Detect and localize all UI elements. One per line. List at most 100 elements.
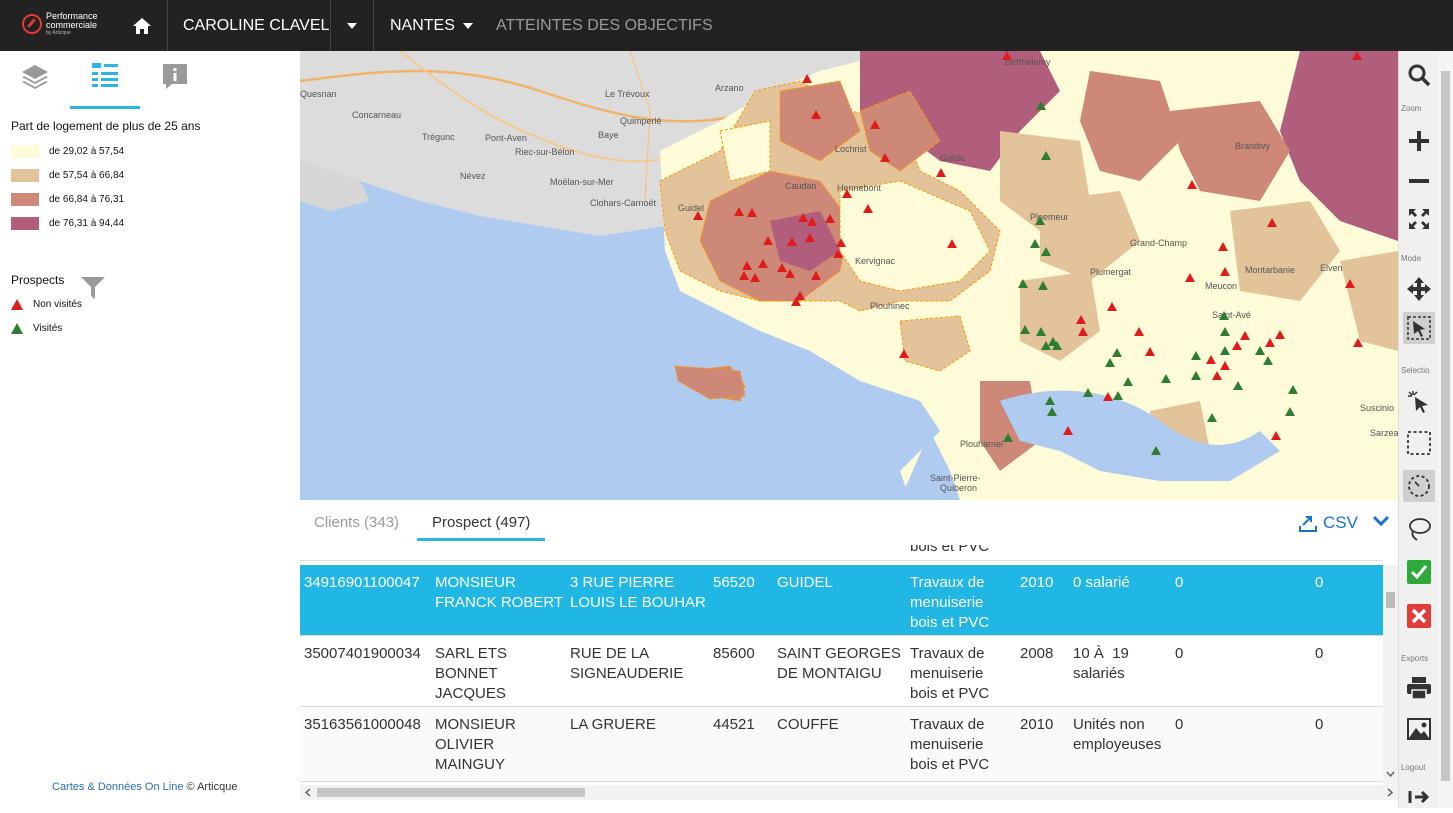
- svg-text:Quiberon: Quiberon: [940, 483, 977, 493]
- collapse-panel-button[interactable]: [1372, 514, 1390, 533]
- tab-layers[interactable]: [0, 61, 70, 109]
- table-vertical-scrollbar[interactable]: [1383, 565, 1398, 785]
- circle-select-button[interactable]: [1403, 470, 1435, 502]
- legend-list-icon: [92, 63, 118, 87]
- filter-icon[interactable]: [80, 276, 106, 300]
- map-toolbar: Zoom Mode Selectio: [1398, 51, 1438, 808]
- svg-text:Hennebont: Hennebont: [837, 183, 882, 193]
- table-scroll-thumb[interactable]: [1386, 592, 1395, 608]
- lasso-select-button[interactable]: [1403, 513, 1435, 545]
- footer-copyright: © Articque: [186, 781, 238, 793]
- name-line: BONNET: [435, 665, 498, 682]
- activity-line: bois et PVC: [910, 614, 990, 631]
- page-vertical-scrollbar[interactable]: [1438, 51, 1453, 808]
- table-row-selected[interactable]: 34916901100047 MONSIEUR FRANCK ROBERT 3 …: [300, 565, 1383, 636]
- search-button[interactable]: [1403, 59, 1435, 91]
- activity-line: menuiserie: [910, 736, 984, 753]
- city-line: SAINT GEORGES: [777, 645, 901, 662]
- rectangle-select-button[interactable]: [1403, 427, 1435, 459]
- svg-text:Grand-Champ: Grand-Champ: [1130, 238, 1187, 248]
- cell-postcode: 56520: [713, 574, 755, 591]
- activity-line: Travaux de: [910, 716, 985, 733]
- svg-text:Baye: Baye: [598, 130, 619, 140]
- scroll-down-arrow-icon[interactable]: [1386, 770, 1395, 778]
- mode-section-label: Mode: [1401, 254, 1422, 263]
- cell-city: GUIDEL: [777, 574, 833, 591]
- cell-siret: 34916901100047: [304, 574, 420, 591]
- cell-activity: Travaux de menuiserie bois et PVC: [910, 644, 1000, 704]
- pan-mode-button[interactable]: [1403, 273, 1435, 305]
- caret-down-icon: [347, 22, 357, 29]
- logo-line1: Performance: [46, 11, 98, 21]
- svg-text:Plumergat: Plumergat: [1090, 267, 1132, 277]
- cell-value-2: 0: [1315, 645, 1324, 662]
- svg-text:Pont-Aven: Pont-Aven: [485, 133, 527, 143]
- cell-city: COUFFE: [777, 716, 839, 733]
- top-bar: Performance commerciale by Articque CARO…: [0, 0, 1453, 51]
- legend-class-2: de 57,54 à 66,84: [11, 168, 124, 182]
- svg-text:Ploemeur: Ploemeur: [1030, 212, 1069, 222]
- cell-city: SAINT GEORGES DE MONTAIGU: [777, 644, 902, 684]
- table-row[interactable]: bois et PVC: [300, 545, 1383, 561]
- tab-legend[interactable]: [70, 61, 140, 109]
- app-logo[interactable]: Performance commerciale by Articque: [22, 12, 98, 36]
- home-button[interactable]: [116, 0, 168, 51]
- print-button[interactable]: [1403, 672, 1435, 704]
- select-area-icon: [1407, 316, 1431, 340]
- objectives-link[interactable]: ATTEINTES DES OBJECTIFS: [496, 16, 713, 34]
- map-view[interactable]: Quesnan Concarneau Le Trévoux Arzano Trégu…: [300, 51, 1398, 500]
- close-icon: [1407, 604, 1431, 628]
- zoom-section-label: Zoom: [1401, 104, 1422, 113]
- svg-text:Clohars-Carnoët: Clohars-Carnoët: [590, 198, 657, 208]
- export-csv-button[interactable]: CSV: [1299, 513, 1358, 533]
- svg-text:Brandivy: Brandivy: [1235, 141, 1271, 151]
- legend-swatch: [11, 192, 39, 206]
- check-icon: [1407, 560, 1431, 584]
- footer-brand-link[interactable]: Cartes & Données On Line: [52, 781, 184, 793]
- svg-text:Kervignac: Kervignac: [855, 256, 896, 266]
- logo-line3: by Articque: [46, 30, 71, 36]
- cell-siret: 35163561000048: [304, 716, 421, 733]
- clear-selection-button[interactable]: [1403, 600, 1435, 632]
- zoom-in-button[interactable]: [1403, 125, 1435, 157]
- svg-text:Arzano: Arzano: [715, 83, 744, 93]
- zoom-out-button[interactable]: [1403, 165, 1435, 197]
- tab-clients[interactable]: Clients (343): [314, 514, 400, 531]
- table-horizontal-scrollbar[interactable]: [300, 785, 1398, 800]
- cell-postcode: 85600: [713, 645, 755, 662]
- move-icon: [1407, 277, 1431, 301]
- legend-prospect-label: Visités: [33, 322, 63, 334]
- region-dropdown[interactable]: NANTES: [390, 0, 473, 51]
- table-row[interactable]: 35163561000048 MONSIEUR OLIVIER MAINGUY …: [300, 707, 1383, 782]
- fullscreen-button[interactable]: [1403, 203, 1435, 235]
- address-line: 3 RUE PIERRE: [570, 574, 675, 591]
- legend-prospect-label: Non visités: [33, 298, 82, 310]
- results-panel: Clients (343) Prospect (497) CSV bois et…: [300, 500, 1398, 808]
- cell-name: MONSIEUR FRANCK ROBERT: [435, 573, 565, 613]
- cell-employees: 10 À 19 salariés: [1073, 644, 1173, 684]
- triangle-green-icon: [11, 322, 23, 334]
- activity-line: menuiserie: [910, 665, 984, 682]
- horizontal-scroll-thumb[interactable]: [317, 788, 585, 797]
- scroll-right-arrow-icon[interactable]: [1386, 788, 1394, 797]
- table-row[interactable]: 35007401900034 SARL ETS BONNET JACQUES R…: [300, 636, 1383, 707]
- compass-icon: [22, 14, 42, 34]
- select-mode-button[interactable]: [1403, 312, 1435, 344]
- map-canvas[interactable]: Quesnan Concarneau Le Trévoux Arzano Trégu…: [300, 51, 1398, 500]
- circle-select-icon: [1408, 475, 1430, 497]
- csv-label: CSV: [1323, 513, 1358, 532]
- page-scroll-thumb[interactable]: [1441, 71, 1450, 781]
- svg-text:Concarneau: Concarneau: [352, 110, 401, 120]
- click-select-button[interactable]: [1403, 386, 1435, 418]
- user-dropdown-button[interactable]: [330, 0, 374, 51]
- cell-activity: Travaux de menuiserie bois et PVC: [910, 573, 1000, 633]
- tab-info[interactable]: [140, 61, 210, 109]
- prospects-title: Prospects: [11, 273, 65, 287]
- tab-prospect[interactable]: Prospect (497): [417, 514, 546, 541]
- logout-button[interactable]: [1403, 781, 1435, 813]
- cell-year: 2010: [1020, 574, 1054, 591]
- export-image-button[interactable]: [1403, 713, 1435, 745]
- scroll-left-arrow-icon[interactable]: [304, 788, 312, 797]
- cell-value-1: 0: [1175, 716, 1184, 733]
- validate-selection-button[interactable]: [1403, 556, 1435, 588]
